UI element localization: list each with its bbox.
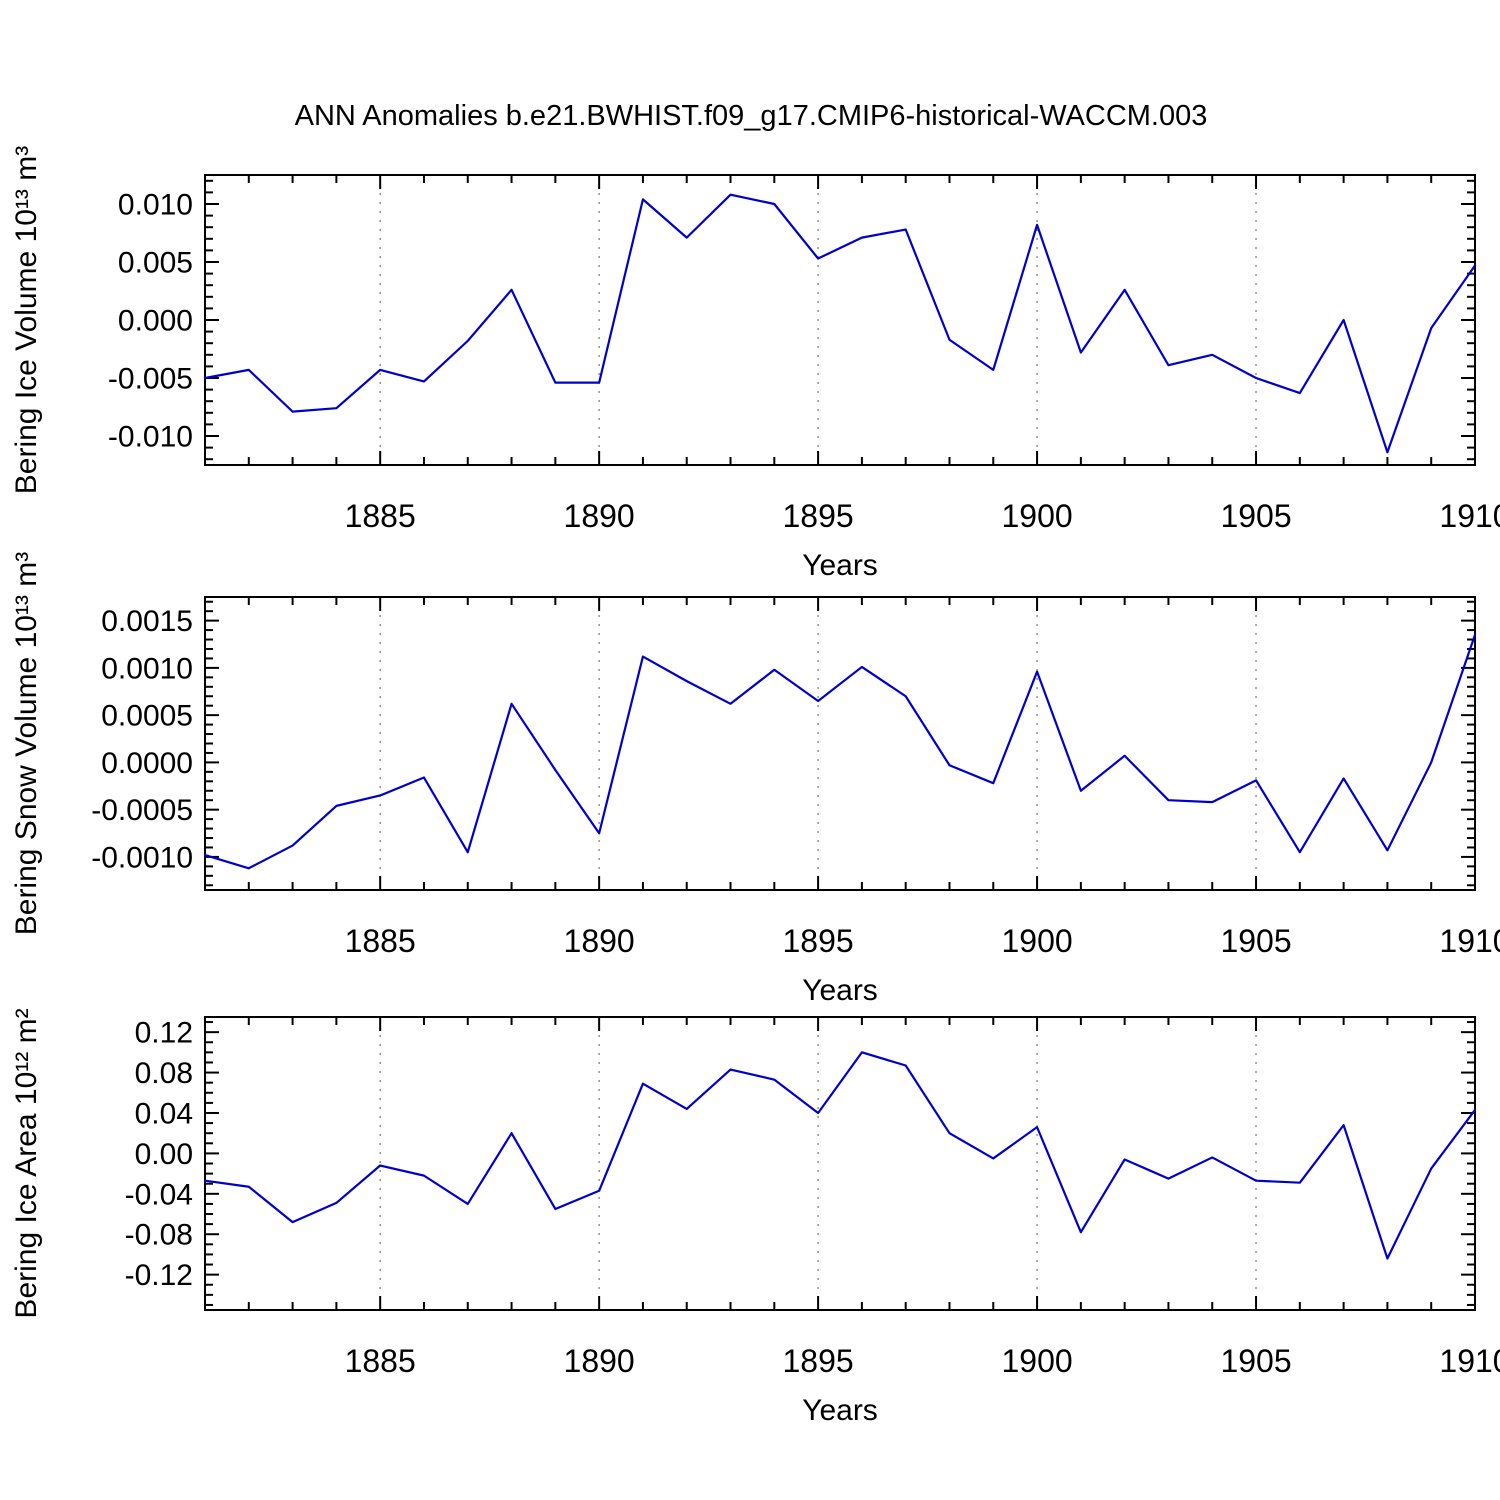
x-tick-label: 1905 [1220,1343,1291,1379]
y-tick-label: -0.0005 [91,794,193,827]
y-tick-label: -0.08 [125,1219,193,1252]
y-tick-label: -0.04 [125,1178,193,1211]
panel-3: 0.12 0.08 0.04 0.00 -0.04 -0.08 -0.12 1885 1890 1… [10,1008,1500,1427]
x-tick-label: 1895 [783,498,854,534]
x-tick-label: 1895 [783,1343,854,1379]
y-tick-label: 0.000 [118,305,193,338]
x-tick-label: 1895 [783,923,854,959]
y-tick-label: 0.04 [135,1097,193,1130]
y-tick-label: 0.00 [135,1138,193,1171]
y-axis-title: Bering Snow Volume 10¹³ m³ [10,552,43,936]
x-tick-label: 1885 [345,1343,416,1379]
y-tick-label: -0.12 [125,1259,193,1292]
x-axis-title: Years [802,1394,878,1427]
x-tick-label: 1900 [1001,1343,1072,1379]
y-tick-label: -0.0010 [91,841,193,874]
x-tick-label: 1890 [564,923,635,959]
x-axis-title: Years [802,974,878,1007]
y-tick-label: 0.0010 [101,652,193,685]
y-tick-label: 0.010 [118,189,193,222]
x-tick-label: 1885 [345,498,416,534]
y-tick-label: 0.12 [135,1017,193,1050]
y-axis-title: Bering Ice Area 10¹² m² [10,1008,43,1318]
panel-1: 0.010 0.005 0.000 -0.005 -0.010 1885 1890 1895 1… [10,146,1500,582]
y-tick-label: 0.0015 [101,605,193,638]
y-tick-label: 0.0000 [101,747,193,780]
x-tick-label: 1910 [1439,498,1500,534]
y-tick-label: 0.005 [118,247,193,280]
x-tick-label: 1900 [1001,923,1072,959]
y-tick-label: -0.010 [108,421,193,454]
x-tick-label: 1905 [1220,498,1291,534]
series-line [203,1051,1477,1260]
x-tick-label: 1905 [1220,923,1291,959]
x-axis-title: Years [802,549,878,582]
y-tick-label: -0.005 [108,363,193,396]
y-tick-label: 0.0005 [101,700,193,733]
x-tick-label: 1890 [564,498,635,534]
y-tick-label: 0.08 [135,1057,193,1090]
x-tick-label: 1910 [1439,1343,1500,1379]
series-line [203,193,1477,454]
x-tick-label: 1910 [1439,923,1500,959]
figure-title: ANN Anomalies b.e21.BWHIST.f09_g17.CMIP6… [295,100,1208,132]
plot-frame [204,1016,1476,1311]
y-axis-title: Bering Ice Volume 10¹³ m³ [10,146,43,494]
x-tick-label: 1885 [345,923,416,959]
x-tick-label: 1900 [1001,498,1072,534]
series-line [203,633,1477,870]
x-tick-label: 1890 [564,1343,635,1379]
chart-panels: 0.010 0.005 0.000 -0.005 -0.010 1885 1890 1895 1… [10,146,1500,1427]
panel-2: 0.0015 0.0010 0.0005 0.0000 -0.0005 -0.0010 18… [10,552,1500,1007]
plot-frame [204,174,1476,466]
plot-frame [204,596,1476,891]
